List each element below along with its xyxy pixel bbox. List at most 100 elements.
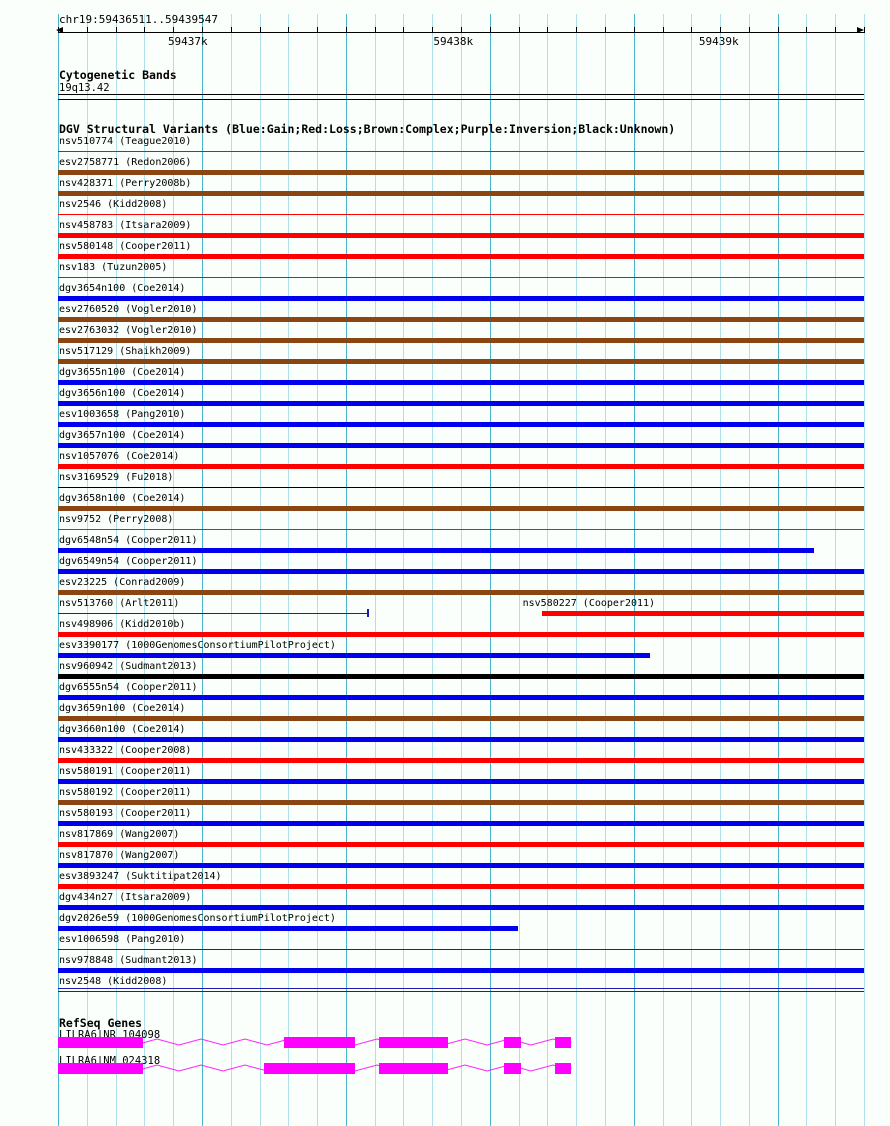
variant-label[interactable]: nsv580227 (Cooper2011) [522, 598, 656, 609]
ruler-tick [403, 27, 404, 33]
variant-bar[interactable] [58, 821, 864, 826]
variant-bar[interactable] [58, 737, 864, 742]
variant-label[interactable]: nsv1057076 (Coe2014) [59, 451, 180, 462]
exon-block[interactable] [378, 1063, 449, 1074]
variant-label[interactable]: nsv580193 (Cooper2011) [59, 808, 192, 819]
variant-label[interactable]: dgv6549n54 (Cooper2011) [59, 556, 198, 567]
variant-bar[interactable] [58, 905, 864, 910]
variant-label[interactable]: nsv2546 (Kidd2008) [59, 199, 168, 210]
variant-bar[interactable] [58, 296, 864, 301]
variant-bar[interactable] [58, 506, 864, 511]
variant-bar[interactable] [58, 254, 864, 259]
variant-label[interactable]: dgv3659n100 (Coe2014) [59, 703, 186, 714]
variant-label[interactable]: nsv2548 (Kidd2008) [59, 976, 168, 987]
exon-block[interactable] [555, 1063, 572, 1074]
variant-bar[interactable] [58, 443, 864, 448]
ruler-tick-label: 59439k [698, 35, 739, 48]
variant-label[interactable]: nsv183 (Tuzun2005) [59, 262, 168, 273]
variant-bar[interactable] [58, 401, 864, 406]
variant-label[interactable]: dgv3654n100 (Coe2014) [59, 283, 186, 294]
variant-bar[interactable] [58, 779, 864, 784]
variant-label[interactable]: nsv433322 (Cooper2008) [59, 745, 192, 756]
variant-label[interactable]: nsv3169529 (Fu2018) [59, 472, 174, 483]
variant-label[interactable]: dgv434n27 (Itsara2009) [59, 892, 192, 903]
variant-bar[interactable] [58, 191, 864, 196]
variant-bar[interactable] [58, 548, 815, 553]
variant-label[interactable]: nsv960942 (Sudmant2013) [59, 661, 198, 672]
variant-label[interactable]: dgv3657n100 (Coe2014) [59, 430, 186, 441]
variant-label[interactable]: nsv517129 (Shaikh2009) [59, 346, 192, 357]
variant-bar[interactable] [58, 695, 864, 700]
variant-bar[interactable] [541, 611, 864, 616]
variant-label[interactable]: esv2758771 (Redon2006) [59, 157, 192, 168]
exon-block[interactable] [263, 1063, 356, 1074]
variant-bar[interactable] [58, 800, 864, 805]
variant-label[interactable]: nsv428371 (Perry2008b) [59, 178, 192, 189]
variant-bar[interactable] [58, 464, 864, 469]
variant-bar[interactable] [58, 277, 864, 278]
variant-label[interactable]: nsv510774 (Teague2010) [59, 136, 192, 147]
variant-bar[interactable] [58, 716, 864, 721]
exon-block[interactable] [378, 1037, 449, 1048]
variant-label[interactable]: nsv9752 (Perry2008) [59, 514, 174, 525]
locus-label: chr19:59436511..59439547 [59, 13, 218, 26]
variant-bar[interactable] [58, 380, 864, 385]
variant-label[interactable]: esv2763032 (Vogler2010) [59, 325, 198, 336]
exon-block[interactable] [58, 1037, 144, 1048]
variant-bar[interactable] [58, 233, 864, 238]
exon-block[interactable] [555, 1037, 572, 1048]
variant-label[interactable]: nsv580148 (Cooper2011) [59, 241, 192, 252]
variant-label[interactable]: dgv3660n100 (Coe2014) [59, 724, 186, 735]
variant-label[interactable]: esv1003658 (Pang2010) [59, 409, 186, 420]
variant-bar[interactable] [58, 674, 864, 679]
exon-block[interactable] [284, 1037, 356, 1048]
variant-label[interactable]: esv2760520 (Vogler2010) [59, 304, 198, 315]
variant-bar[interactable] [58, 863, 864, 868]
variant-label[interactable]: nsv458783 (Itsara2009) [59, 220, 192, 231]
variant-bar[interactable] [58, 884, 864, 889]
ruler-left-arrow-icon [56, 27, 63, 33]
variant-bar[interactable] [58, 151, 864, 152]
variant-label[interactable]: nsv580191 (Cooper2011) [59, 766, 192, 777]
variant-label[interactable]: esv1006598 (Pang2010) [59, 934, 186, 945]
variant-label[interactable]: nsv580192 (Cooper2011) [59, 787, 192, 798]
variant-bar[interactable] [58, 569, 864, 574]
variant-bar[interactable] [58, 529, 864, 530]
variant-bar[interactable] [58, 613, 369, 614]
variant-label[interactable]: dgv2026e59 (1000GenomesConsortiumPilotPr… [59, 913, 336, 924]
variant-bar[interactable] [58, 842, 864, 847]
variant-label[interactable]: dgv6555n54 (Cooper2011) [59, 682, 198, 693]
exon-block[interactable] [58, 1063, 144, 1074]
variant-label[interactable]: esv23225 (Conrad2009) [59, 577, 186, 588]
variant-bar[interactable] [58, 359, 864, 364]
variant-label[interactable]: nsv498906 (Kidd2010b) [59, 619, 186, 630]
variant-label[interactable]: nsv817870 (Wang2007) [59, 850, 180, 861]
variant-bar[interactable] [58, 991, 864, 992]
variant-label[interactable]: esv3893247 (Suktitipat2014) [59, 871, 222, 882]
variant-bar[interactable] [58, 422, 864, 427]
variant-label[interactable]: nsv513760 (Arlt2011) [59, 598, 180, 609]
variant-bar[interactable] [58, 590, 864, 595]
variant-bar[interactable] [58, 926, 519, 931]
variant-bar[interactable] [58, 338, 864, 343]
variant-bar[interactable] [58, 487, 864, 488]
variant-label[interactable]: dgv3658n100 (Coe2014) [59, 493, 186, 504]
variant-label[interactable]: dgv3655n100 (Coe2014) [59, 367, 186, 378]
variant-bar[interactable] [58, 653, 651, 658]
variant-label[interactable]: dgv6548n54 (Cooper2011) [59, 535, 198, 546]
variant-label[interactable]: nsv817869 (Wang2007) [59, 829, 180, 840]
variant-bar[interactable] [58, 317, 864, 322]
variant-bar[interactable] [58, 170, 864, 175]
variant-bar[interactable] [58, 214, 864, 215]
variant-label[interactable]: nsv978848 (Sudmant2013) [59, 955, 198, 966]
variant-label[interactable]: dgv3656n100 (Coe2014) [59, 388, 186, 399]
ruler-tick-label: 59437k [167, 35, 208, 48]
variant-bar[interactable] [58, 949, 864, 950]
exon-block[interactable] [503, 1037, 521, 1048]
variant-bar[interactable] [58, 758, 864, 763]
variant-bar[interactable] [58, 968, 864, 973]
variant-bar[interactable] [58, 632, 864, 637]
variant-label[interactable]: esv3390177 (1000GenomesConsortiumPilotPr… [59, 640, 336, 651]
exon-block[interactable] [503, 1063, 521, 1074]
